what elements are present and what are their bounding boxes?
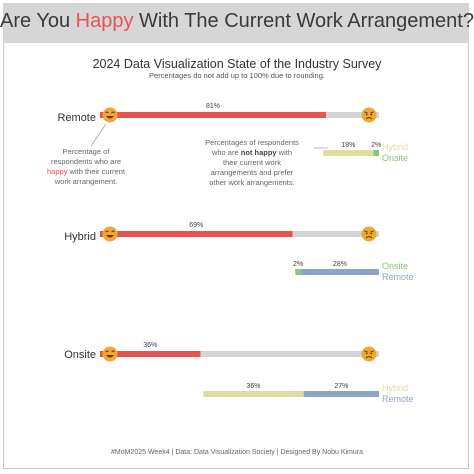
happy-bar-hybrid xyxy=(100,231,293,237)
happy-value-label-hybrid: 69% xyxy=(189,222,203,229)
happy-value-label-remote: 81% xyxy=(206,103,220,110)
alt-value-label: 36% xyxy=(246,383,260,390)
page-title: Are You Happy With The Current Work Arra… xyxy=(0,10,474,33)
footer-credits: #MoM2025 Week4 | Data: Data Visualizatio… xyxy=(110,449,363,456)
annotation-not-happy-line: with xyxy=(276,148,293,157)
alt-legend-label: Hybrid xyxy=(382,383,408,393)
happy-bar-onsite xyxy=(100,351,201,357)
alt-bar-remote-hybrid xyxy=(323,150,374,156)
alt-value-label: 2% xyxy=(371,142,381,149)
alt-legend-label: Remote xyxy=(382,394,414,404)
unhappy-face-icon xyxy=(361,346,377,362)
annotation-happy-emphasis: happy xyxy=(47,167,68,176)
annotation-not-happy-line: Percentages of respondents xyxy=(205,138,299,147)
annotation-happy-connector xyxy=(90,123,107,147)
alt-legend-label: Onsite xyxy=(382,261,408,271)
chart-subtitle: 2024 Data Visualization State of the Ind… xyxy=(92,57,382,71)
annotation-not-happy-line: other work arrangements. xyxy=(209,178,295,187)
row-label-hybrid: Hybrid xyxy=(64,231,96,243)
alt-bar-onsite-remote xyxy=(303,391,379,397)
alt-bar-remote-onsite xyxy=(373,150,379,156)
unhappy-face-icon xyxy=(361,107,377,123)
alt-bar-onsite-hybrid xyxy=(203,391,304,397)
alt-value-label: 28% xyxy=(333,261,347,268)
annotation-happy-line: respondents who are xyxy=(50,157,122,166)
alt-legend-label: Onsite xyxy=(382,153,408,163)
annotation-happy: Percentage of respondents who are happy … xyxy=(26,147,146,187)
alt-bar-hybrid-remote xyxy=(300,269,379,275)
alt-legend-label: Hybrid xyxy=(382,142,408,152)
title-text-highlight: Happy xyxy=(75,10,134,32)
row-label-remote: Remote xyxy=(57,112,96,124)
alt-value-label: 27% xyxy=(334,383,348,390)
title-text-post: With The Current Work Arrangement? xyxy=(133,10,474,32)
annotation-not-happy-line: their current work xyxy=(223,158,281,167)
happy-face-icon xyxy=(102,226,118,242)
title-bar xyxy=(3,3,469,43)
happy-bar-remote xyxy=(100,112,326,118)
row-label-onsite: Onsite xyxy=(64,349,96,361)
happy-face-icon xyxy=(102,107,118,123)
annotation-happy-line: work arrangement. xyxy=(54,177,118,186)
happy-face-icon xyxy=(102,346,118,362)
alt-value-label: 2% xyxy=(293,261,303,268)
happy-value-label-onsite: 36% xyxy=(143,342,157,349)
annotation-not-happy-line: who are xyxy=(211,148,241,157)
annotation-not-happy-line: arrangements and prefer xyxy=(210,168,294,177)
title-text-pre: Are You xyxy=(0,10,76,32)
annotation-happy-line: Percentage of xyxy=(62,147,110,156)
annotation-not-happy: Percentages of respondents who are not h… xyxy=(190,138,314,188)
annotation-happy-line: with their current xyxy=(67,167,125,176)
alt-legend-label: Remote xyxy=(382,272,414,282)
annotation-not-happy-emphasis: not happy xyxy=(240,148,277,157)
alt-value-label: 18% xyxy=(341,142,355,149)
rounding-note: Percentages do not add up to 100% due to… xyxy=(149,71,325,80)
track-bar-onsite xyxy=(100,351,379,357)
alt-bar-hybrid-onsite xyxy=(295,269,301,275)
unhappy-face-icon xyxy=(361,226,377,242)
